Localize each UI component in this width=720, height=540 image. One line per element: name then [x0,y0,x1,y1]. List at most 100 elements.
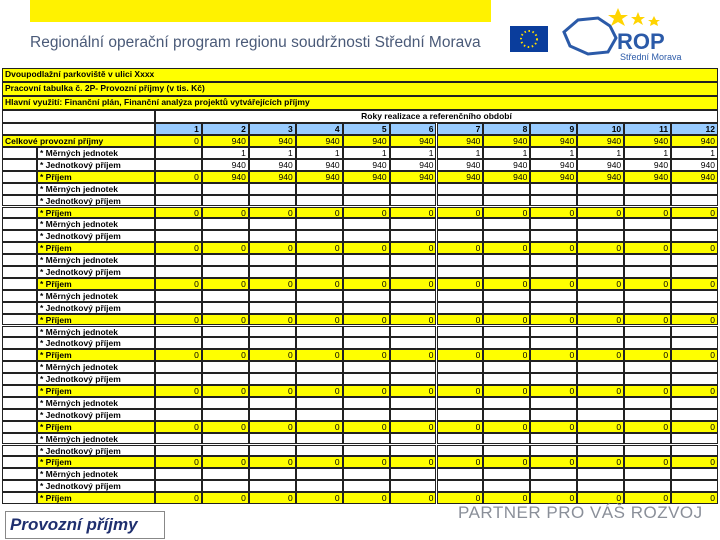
value-cell [577,432,625,445]
value-cell [483,254,531,266]
value-cell [577,254,625,266]
value-cell: 0 [248,420,296,433]
value-cell [671,396,718,409]
empty-cell [2,301,37,314]
year-header: 10 [577,123,625,135]
value-cell [201,444,249,457]
value-cell [201,289,249,302]
value-cell: 0 [295,349,343,362]
value-cell [483,325,531,338]
value-cell [577,218,625,231]
value-cell [295,373,343,385]
value-cell: 0 [671,206,718,219]
value-cell: 0 [577,420,625,433]
value-cell: 0 [671,242,718,255]
value-cell [155,182,202,195]
value-cell [295,301,343,314]
value-cell: 0 [295,313,343,326]
value-cell [201,182,249,195]
eu-flag [510,26,548,52]
value-cell: 0 [577,349,625,362]
value-cell [671,230,718,243]
value-cell [389,289,437,302]
row-label: * Měrných jednotek [37,361,155,374]
value-cell [248,218,296,231]
value-cell [483,432,531,445]
value-cell [483,218,531,231]
value-cell: 940 [201,158,249,171]
value-cell: 0 [295,456,343,469]
value-cell: 940 [577,135,625,147]
value-cell [436,301,484,314]
value-cell: 0 [436,385,484,397]
value-cell [389,194,437,207]
empty-cell [2,110,155,123]
row-label: * Příjem [37,206,155,219]
value-cell: 0 [577,242,625,255]
value-cell: 940 [248,135,296,147]
value-cell [248,361,296,374]
value-cell: 940 [248,158,296,171]
value-cell [483,480,531,493]
value-cell [671,373,718,385]
value-cell [155,194,202,207]
value-cell: 940 [201,170,249,183]
value-cell [389,468,437,481]
value-cell: 940 [671,135,718,147]
value-cell: 0 [248,277,296,290]
empty-cell [2,373,37,385]
value-cell [342,230,390,243]
value-cell [483,194,531,207]
value-cell: 1 [436,147,484,159]
value-cell [577,408,625,421]
value-cell: 0 [671,456,718,469]
empty-cell [2,492,37,504]
value-cell [436,396,484,409]
value-cell [483,230,531,243]
value-cell [155,432,202,445]
value-cell: 0 [671,492,718,504]
value-cell: 0 [624,313,672,326]
value-cell: 1 [483,147,531,159]
value-cell [671,218,718,231]
value-cell [248,230,296,243]
value-cell: 0 [155,135,202,147]
value-cell [389,432,437,445]
empty-cell [2,480,37,493]
value-cell: 0 [671,349,718,362]
year-header: 8 [483,123,531,135]
value-cell: 0 [436,277,484,290]
value-cell [155,325,202,338]
value-cell [436,373,484,385]
row-label: * Příjem [37,242,155,255]
value-cell [530,373,578,385]
empty-cell [2,182,37,195]
value-cell [201,254,249,266]
value-cell: 0 [342,420,390,433]
value-cell [342,254,390,266]
value-cell: 940 [342,158,390,171]
value-cell [530,254,578,266]
value-cell [483,301,531,314]
value-cell [155,147,202,159]
header-title: Regionální operační program regionu soud… [30,34,481,51]
value-cell: 940 [483,158,531,171]
value-cell [342,337,390,350]
row-label: * Měrných jednotek [37,254,155,266]
value-cell [483,444,531,457]
value-cell [483,266,531,278]
row-label: * Příjem [37,313,155,326]
value-cell [671,480,718,493]
empty-cell [2,218,37,231]
value-cell [248,468,296,481]
value-cell: 0 [624,242,672,255]
value-cell: 0 [436,349,484,362]
value-cell [436,325,484,338]
value-cell: 940 [389,135,437,147]
value-cell: 0 [155,277,202,290]
year-header: 2 [201,123,249,135]
value-cell: 0 [155,456,202,469]
value-cell [295,468,343,481]
value-cell [155,337,202,350]
year-header: 7 [436,123,484,135]
